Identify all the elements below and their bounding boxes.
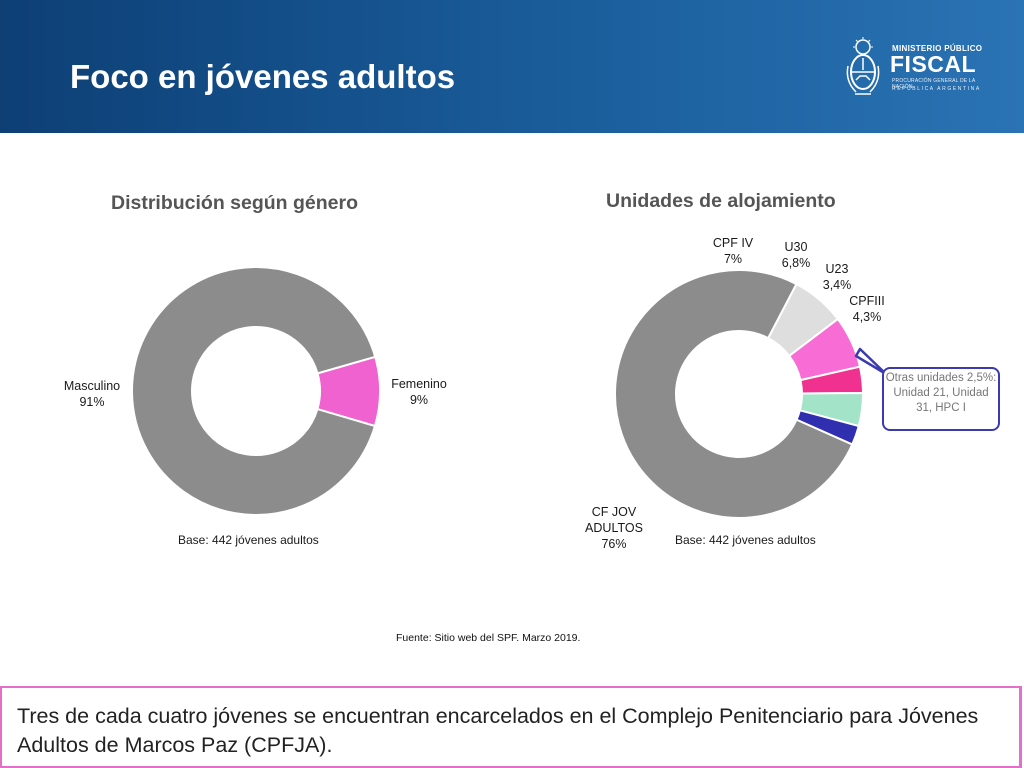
label-u23-value: 3,4%	[822, 278, 852, 292]
base-note-unidades: Base: 442 jóvenes adultos	[675, 533, 816, 547]
source-note: Fuente: Sitio web del SPF. Marzo 2019.	[396, 632, 581, 644]
label-u30-name: U30	[784, 240, 808, 254]
logo-fiscal-text: FISCAL	[890, 51, 977, 77]
chart-title-genero: Distribución según género	[111, 192, 359, 214]
base-note-genero: Base: 442 jóvenes adultos	[178, 533, 319, 547]
conclusion-text: Tres de cada cuatro jóvenes se encuentra…	[17, 704, 979, 757]
label-u30-value: 6,8%	[781, 256, 811, 270]
label-masculino-value: 91%	[79, 395, 105, 409]
label-cpfiv-name: CPF IV	[712, 236, 754, 250]
otras-unidades-callout: Otras unidades 2,5%: Unidad 21, Unidad 3…	[882, 367, 1000, 431]
conclusion-box	[0, 686, 1022, 768]
label-femenino: Femenino 9%	[384, 376, 454, 408]
label-u30: U30 6,8%	[774, 239, 818, 271]
logo-procuracion-text: PROCURACIÓN GENERAL DE LA NACIÓN	[892, 78, 976, 90]
unidades-slice-cf-jov-adultos	[614, 269, 854, 519]
logo-ministerio-text: MINISTERIO PÚBLICO	[892, 44, 983, 53]
label-cpfiv-value: 7%	[723, 252, 743, 266]
label-femenino-name: Femenino	[391, 377, 447, 391]
callout-pointer	[854, 347, 888, 376]
label-u23: U23 3,4%	[815, 261, 859, 293]
label-masculino-name: Masculino	[63, 379, 121, 393]
label-cf-jov-adultos: CF JOV ADULTOS 76%	[576, 504, 652, 552]
genero-slice-masculino	[131, 266, 377, 516]
label-cpfiii-name: CPFIII	[849, 294, 885, 308]
chart-title-unidades: Unidades de alojamiento	[606, 190, 836, 212]
header-banner	[0, 0, 1024, 133]
slide-title: Foco en jóvenes adultos	[70, 58, 456, 95]
label-cpfiv: CPF IV 7%	[706, 235, 760, 267]
label-cf-jov-adultos-value: 76%	[601, 537, 627, 551]
ministerio-logo: MINISTERIO PÚBLICO FISCAL PROCURACIÓN GE…	[842, 36, 992, 100]
logo-republica-text: REPÚBLICA ARGENTINA	[892, 86, 981, 92]
label-masculino: Masculino 91%	[60, 378, 124, 410]
label-femenino-value: 9%	[409, 393, 429, 407]
label-u23-name: U23	[825, 262, 849, 276]
label-cf-jov-adultos-name-1: CF JOV	[591, 505, 637, 519]
label-cf-jov-adultos-name-2: ADULTOS	[585, 521, 643, 535]
coat-of-arms-icon	[846, 37, 880, 95]
label-cpfiii: CPFIII 4,3%	[840, 293, 894, 325]
label-cpfiii-value: 4,3%	[852, 310, 882, 324]
unidades-slice-otras-unidades	[795, 409, 860, 446]
